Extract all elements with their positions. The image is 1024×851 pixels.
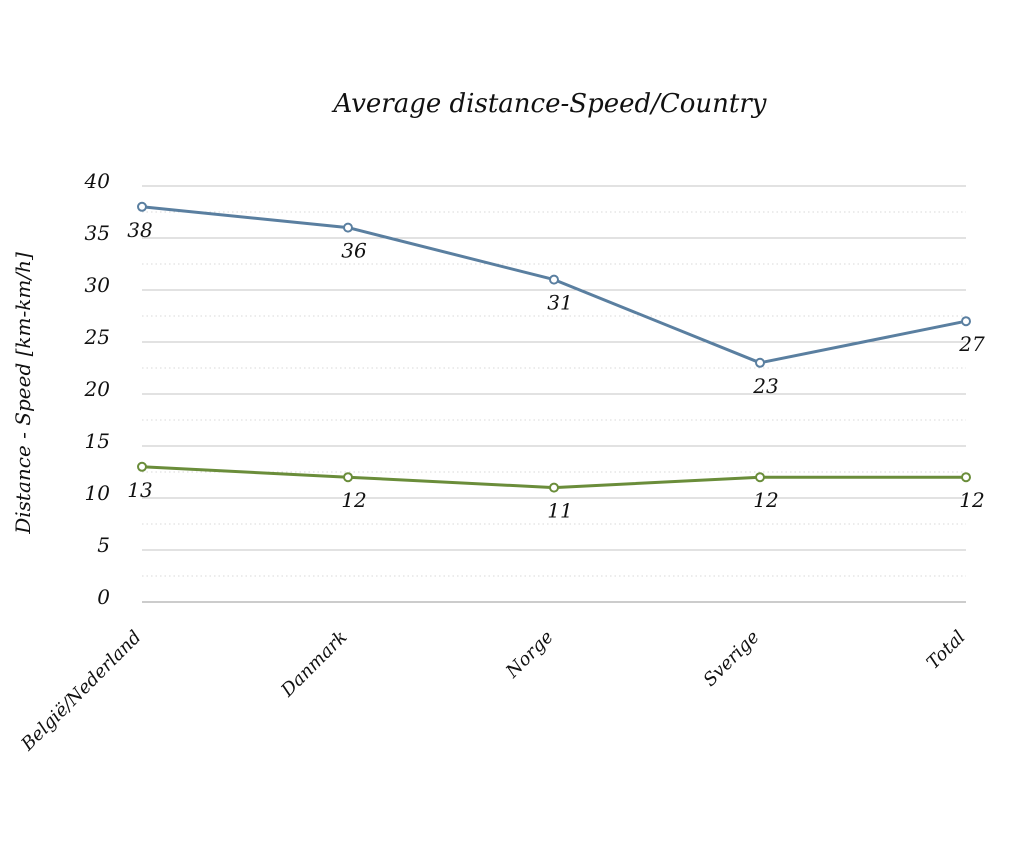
series-1-data-label-0: 13: [127, 478, 152, 502]
series-1-data-label-1: 12: [341, 488, 366, 512]
chart-title: Average distance-Speed/Country: [332, 89, 767, 119]
series-0: 38 36 31 23 27: [127, 201, 985, 398]
category-label-0: België/Nederland: [17, 627, 146, 756]
series-0-data-label-1: 36: [341, 239, 367, 263]
y-tick-label-40: 40: [84, 169, 111, 193]
series-1-data-label-2: 11: [547, 499, 572, 523]
series-1-data-label-3: 12: [753, 488, 778, 512]
series-0-point-2: [549, 274, 559, 285]
x-category-labels: België/Nederland Danmark Norge Sverige Total: [17, 627, 970, 756]
y-tick-label-5: 5: [97, 533, 110, 557]
y-tick-label-0: 0: [97, 585, 110, 609]
series-0-data-label-4: 27: [958, 332, 985, 356]
series-1-point-2: [549, 482, 559, 493]
series-layer: 38 36 31 23 27 13 12 11 12 12: [127, 201, 985, 523]
series-1-point-4: [961, 472, 971, 483]
series-0-line: [140, 205, 968, 365]
y-axis-title: Distance - Speed [km-km/h]: [11, 252, 35, 535]
category-label-3: Sverige: [699, 627, 763, 691]
y-tick-label-25: 25: [84, 325, 110, 349]
y-tick-label-15: 15: [85, 429, 110, 453]
category-label-2: Norge: [501, 627, 557, 683]
category-label-4: Total: [923, 627, 970, 674]
series-0-data-label-3: 23: [752, 374, 778, 398]
series-0-point-4: [961, 316, 971, 327]
series-1-point-1: [343, 472, 353, 483]
y-tick-labels: 0 5 10 15 20 25 30 35 40: [84, 169, 111, 609]
series-1: 13 12 11 12 12: [127, 461, 985, 523]
series-0-data-label-0: 38: [127, 218, 152, 242]
series-0-data-label-2: 31: [547, 291, 572, 315]
series-1-data-label-4: 12: [959, 488, 984, 512]
y-tick-label-30: 30: [85, 273, 111, 297]
grid-layer: [142, 185, 966, 603]
series-0-point-3: [755, 357, 765, 368]
y-tick-label-10: 10: [85, 481, 111, 505]
series-1-point-3: [755, 472, 765, 483]
series-0-point-1: [343, 222, 353, 233]
y-tick-label-20: 20: [84, 377, 111, 401]
y-tick-label-35: 35: [85, 221, 110, 245]
series-1-point-0: [137, 461, 147, 472]
category-label-1: Danmark: [277, 627, 352, 702]
series-0-point-0: [137, 201, 147, 212]
